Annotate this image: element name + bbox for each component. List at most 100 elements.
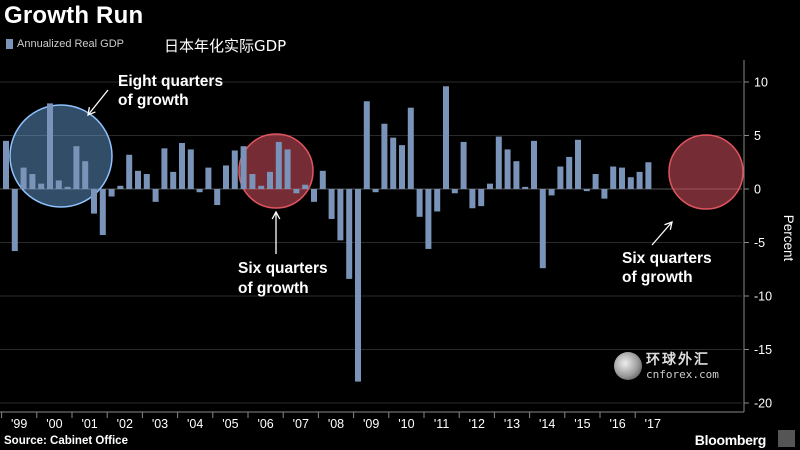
bar (557, 166, 564, 189)
x-tick-label: '16 (609, 417, 625, 431)
bar (627, 177, 634, 189)
bar (20, 167, 27, 189)
bar (583, 189, 590, 192)
bar (170, 171, 177, 189)
bar (487, 183, 493, 189)
chinese-caption: 日本年化实际GDP (164, 37, 287, 55)
annotation-arrow (651, 221, 673, 246)
arrowhead (271, 210, 281, 220)
bar (495, 136, 502, 189)
bar (548, 189, 555, 196)
annotation-label: of growth (238, 280, 309, 297)
bar (293, 189, 300, 194)
watermark: 环球外汇 cnforex.com (614, 352, 719, 380)
x-tick-label: '10 (398, 417, 414, 431)
bar (425, 189, 432, 249)
bar (3, 140, 9, 189)
bar (152, 189, 159, 202)
bar (55, 180, 62, 189)
bar (214, 189, 221, 206)
bar (522, 186, 529, 189)
bar (504, 149, 511, 189)
bar (73, 146, 80, 189)
bar (328, 189, 335, 219)
highlight-circles (9, 104, 744, 210)
x-tick-label: '11 (434, 417, 449, 431)
brand-logo: Bloomberg (694, 432, 767, 448)
annotation-label: of growth (622, 269, 693, 286)
y-tick-label: -5 (754, 236, 765, 250)
bar (337, 189, 344, 241)
bar (47, 103, 53, 189)
x-tick-label: '08 (328, 417, 344, 431)
y-tick-label: -20 (754, 397, 772, 411)
source-note: Source: Cabinet Office (4, 435, 128, 447)
bar (575, 139, 581, 189)
watermark-logo-icon (614, 352, 642, 380)
bar (460, 141, 467, 189)
watermark-cn-text: 环球外汇 (646, 351, 710, 368)
bar (399, 145, 405, 189)
annotation-label: of growth (118, 92, 189, 109)
bar (478, 189, 485, 207)
bar (38, 183, 45, 189)
bar (539, 189, 546, 269)
bar (82, 161, 89, 189)
bar (355, 189, 361, 382)
bar (29, 174, 36, 189)
x-axis: '99 '00 '01 '02 '03 '04 '05 '06 '07 '08 '09 '10 '11 '… (0, 411, 744, 431)
annotation-arrow (87, 89, 109, 116)
bar (645, 162, 652, 189)
x-tick-label: '15 (574, 417, 590, 431)
bar (231, 150, 238, 189)
bar (275, 141, 282, 189)
bar (601, 189, 608, 199)
y-tick-label: -10 (754, 290, 772, 304)
bar (566, 156, 573, 189)
bar (416, 189, 423, 217)
bar (531, 140, 537, 189)
bar (619, 167, 625, 189)
y-axis: 10 5 0 -5 -10 -15 -20 Percent (743, 60, 796, 412)
x-tick-label: '99 (11, 417, 27, 431)
annotation-label: Six quarters (622, 250, 712, 267)
bar (592, 174, 599, 189)
x-tick-label: '13 (504, 417, 520, 431)
bar (135, 170, 141, 189)
x-tick-label: '17 (645, 417, 661, 431)
bar (179, 142, 185, 189)
grid-lines (0, 81, 742, 404)
annotation-label: Eight quarters (118, 73, 223, 90)
x-tick-label: '06 (257, 417, 273, 431)
x-tick-label: '03 (152, 417, 168, 431)
x-tick-label: '01 (81, 417, 97, 431)
bars (3, 86, 652, 382)
y-axis-title: Percent (781, 215, 796, 262)
bar (161, 148, 168, 189)
chart-title: Growth Run (4, 2, 144, 29)
bar (390, 137, 397, 189)
x-tick-label: '02 (117, 417, 133, 431)
bar (513, 161, 520, 189)
annotation-label: Six quarters (238, 260, 328, 277)
x-tick-label: '00 (46, 417, 62, 431)
bar (196, 189, 203, 193)
annotations: Eight quarters of growth Six quarters of gr… (87, 73, 712, 297)
bar (108, 189, 115, 197)
bar (407, 107, 414, 189)
bar (302, 184, 309, 189)
bar (240, 146, 247, 189)
bar (469, 189, 476, 209)
x-tick-label: '09 (363, 417, 379, 431)
bar (319, 170, 326, 189)
bar (363, 101, 370, 189)
y-tick-label: 0 (754, 183, 761, 197)
bar (99, 189, 106, 236)
bar (223, 165, 229, 189)
bar (11, 189, 18, 252)
bar (434, 189, 441, 212)
bar (346, 189, 353, 279)
x-tick-label: '04 (187, 417, 203, 431)
y-tick-label: 5 (754, 129, 761, 143)
